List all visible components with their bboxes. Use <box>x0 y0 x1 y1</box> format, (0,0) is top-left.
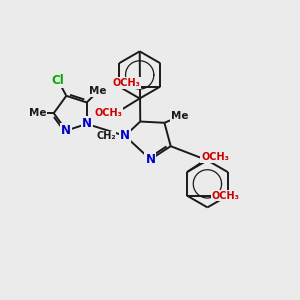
Text: N: N <box>146 153 155 166</box>
Text: CH₂: CH₂ <box>96 131 116 141</box>
Text: Me: Me <box>29 108 46 118</box>
Text: Me: Me <box>89 86 107 96</box>
Text: OCH₃: OCH₃ <box>212 190 239 201</box>
Text: N: N <box>82 117 92 130</box>
Text: Me: Me <box>171 111 188 121</box>
Text: Cl: Cl <box>52 74 64 87</box>
Text: N: N <box>120 129 130 142</box>
Text: OCH₃: OCH₃ <box>201 152 229 162</box>
Text: OCH₃: OCH₃ <box>94 108 122 118</box>
Text: N: N <box>61 124 71 137</box>
Text: OCH₃: OCH₃ <box>112 78 140 88</box>
